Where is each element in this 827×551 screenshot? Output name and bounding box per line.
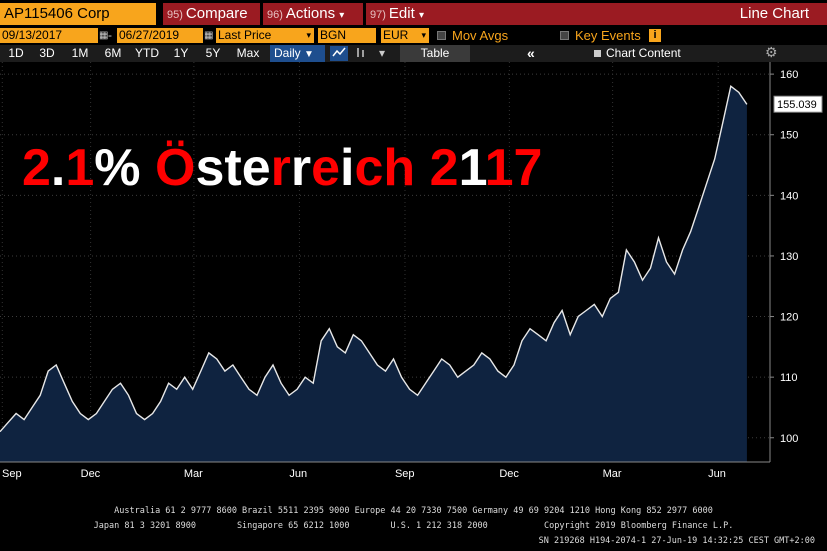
last-price-value: 155.039 [777,99,817,111]
actions-hotkey: 96) [267,9,283,21]
frequency-select[interactable]: Daily ▼ [270,45,325,62]
actions-label: Actions [285,5,336,22]
overlay-char: % [94,139,141,197]
dropdown-arrow-icon: ▼ [304,49,314,60]
overlay-char: i [340,139,355,197]
info-icon[interactable]: i [649,29,661,42]
edit-label: Edit [388,5,415,22]
footer-session-info: SN 219268 H194-2074-1 27-Jun-19 14:32:25… [538,536,815,546]
edit-hotkey: 97) [370,9,386,21]
y-tick-label: 160 [780,69,798,81]
date-range-separator: - [108,28,112,42]
overlay-char: 2 [22,139,51,197]
line-chart: 100 110 120 130 140 150 160 Sep Dec Mar Jun Sep Dec… [0,62,823,480]
x-tick-label: Sep [395,468,415,480]
dropdown-arrow-icon: ▾ [306,30,311,40]
edit-menu[interactable]: 97) Edit ▾ [366,3,438,25]
last-price-box [773,95,823,113]
compare-button[interactable]: 95) Compare [163,3,260,25]
dropdown-arrow-icon: ▾ [339,10,345,21]
key-events-checkbox[interactable] [560,31,569,40]
overlay-char: t [224,139,242,197]
period-max[interactable]: Max [236,46,260,60]
x-tick-label: Dec [499,468,519,480]
price-field-select[interactable]: Last Price ▾ [216,28,314,43]
x-tick-label: Sep [2,468,22,480]
footer-contacts-line1: Australia 61 2 9777 8600 Brazil 5511 239… [114,506,713,516]
actions-menu[interactable]: 96) Actions ▾ [263,3,363,25]
price-area [0,86,747,462]
overlay-char: 1 [65,139,95,197]
overlay-char: Ö [155,139,196,197]
overlay-char [141,139,155,197]
y-tick-label: 150 [780,130,798,142]
line-chart-icon[interactable] [330,46,348,61]
overlay-char: 1 [484,139,514,197]
y-tick-label: 140 [780,190,798,202]
start-date-field[interactable]: 09/13/2017 [0,28,98,43]
x-tick-label: Mar [184,468,203,480]
pricing-source-field[interactable]: BGN [318,28,376,43]
period-1d[interactable]: 1D [8,46,24,60]
y-tick-label: 110 [780,372,798,384]
period-1m[interactable]: 1M [71,46,89,60]
period-1y[interactable]: 1Y [173,46,189,60]
overlay-char: c [354,139,384,197]
calendar-icon[interactable]: ▦ [99,30,109,41]
overlay-char: 7 [513,139,543,197]
title-bar [438,3,827,25]
frequency-value: Daily [274,46,301,60]
overlay-char: e [241,139,271,197]
key-events-label: Key Events [575,28,641,43]
overlay-char: 2 [429,139,459,197]
dropdown-arrow-icon[interactable]: ▾ [378,46,386,60]
overlay-char: s [195,139,225,197]
last-price-label: 155.039 [773,95,823,113]
view-title: Line Chart [739,5,809,22]
security-ticker-field[interactable]: AP115406 Corp [0,3,156,25]
overlay-caption: 2.1% Österreich 2117 [22,138,542,198]
mov-avgs-checkbox[interactable] [437,31,446,40]
currency-select[interactable]: EUR ▾ [381,28,429,43]
period-3d[interactable]: 3D [39,46,55,60]
x-tick-label: Dec [81,468,101,480]
price-field-value: Last Price [218,28,272,42]
overlay-char: . [50,139,66,197]
x-tick-label: Jun [289,468,307,480]
period-5y[interactable]: 5Y [205,46,221,60]
overlay-char: h [383,139,416,197]
y-axis: 100 110 120 130 140 150 160 [770,69,798,445]
bar-chart-icon[interactable] [352,46,370,61]
y-tick-label: 120 [780,312,798,324]
period-6m[interactable]: 6M [104,46,122,60]
gear-icon[interactable]: ⚙ [765,44,778,60]
compare-label: Compare [185,5,248,22]
compare-hotkey: 95) [167,9,183,21]
y-tick-label: 130 [780,251,798,263]
footer-contacts-line2: Japan 81 3 3201 8900 Singapore 65 6212 1… [93,521,734,531]
period-ytd[interactable]: YTD [135,46,159,60]
currency-value: EUR [383,28,409,42]
chart-content-button[interactable]: Chart Content [606,46,681,60]
overlay-char: r [290,139,312,197]
overlay-char [415,139,429,197]
chart-content-icon [594,50,601,57]
dropdown-arrow-icon: ▾ [418,10,424,21]
overlay-char: e [311,139,341,197]
dropdown-arrow-icon: ▾ [421,30,426,40]
mov-avgs-label: Mov Avgs [452,28,509,43]
price-line [0,84,748,433]
overlay-char: r [270,139,291,197]
x-tick-label: Mar [603,468,622,480]
x-tick-label: Jun [708,468,726,480]
overlay-char: 1 [458,139,485,197]
calendar-icon[interactable]: ▦ [204,30,214,41]
end-date-field[interactable]: 06/27/2019 [117,28,203,43]
table-button[interactable]: Table [400,45,470,62]
x-axis: SepDecMarJunSepDecMarJun201720182019 [2,468,726,480]
y-tick-label: 100 [780,433,798,445]
collapse-chevron-icon[interactable]: « [527,45,535,61]
